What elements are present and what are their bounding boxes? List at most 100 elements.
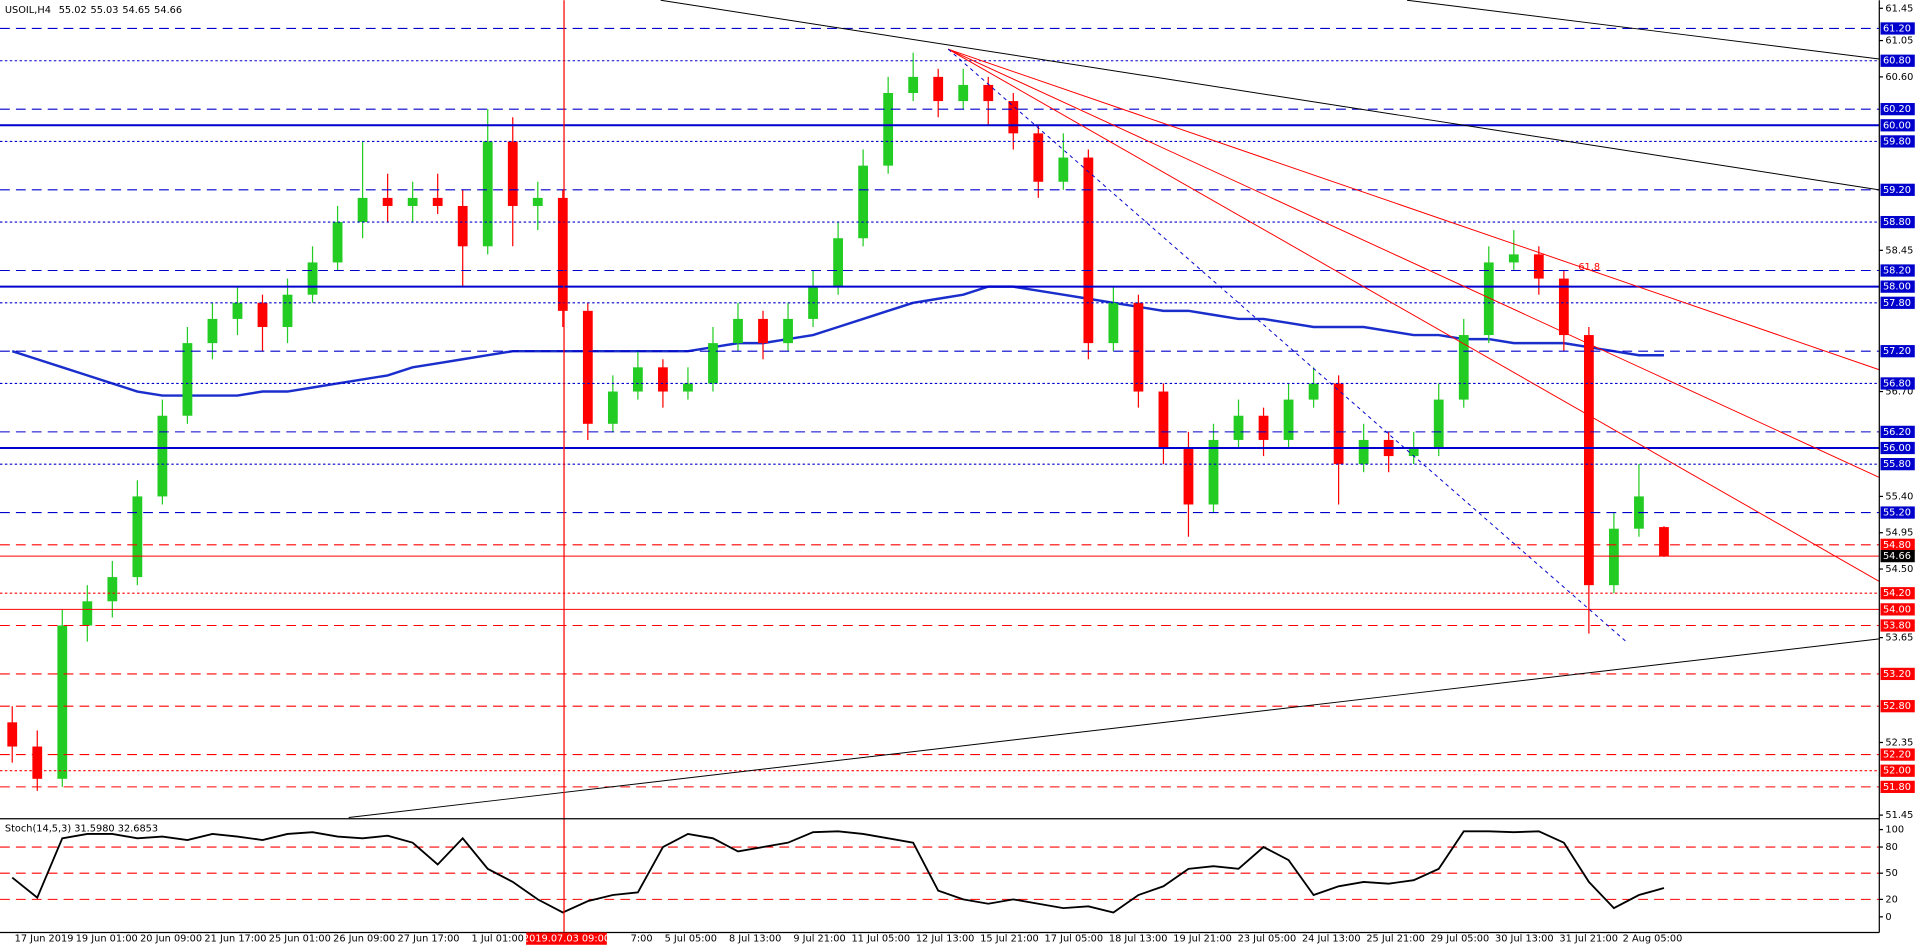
- crosshair-box: [526, 932, 607, 945]
- level-box: [1880, 345, 1915, 358]
- moving-average: [11, 285, 1664, 397]
- candle-body: [1308, 383, 1319, 400]
- candle-body: [182, 343, 193, 416]
- candle-body: [1108, 302, 1119, 344]
- x-tick-label: 19 Jun 01:00: [76, 934, 138, 945]
- y-tick-label: 61.05: [1885, 36, 1913, 47]
- candle-body: [1508, 254, 1519, 263]
- candle-body: [1609, 528, 1619, 586]
- x-tick-label: 18 Jul 13:00: [1109, 934, 1168, 945]
- candle-body: [382, 197, 393, 206]
- fan-line: [948, 48, 1880, 371]
- candle-body: [683, 383, 693, 392]
- candle-body: [883, 93, 894, 166]
- candle-body: [607, 391, 618, 424]
- crosshair-label: 2019.07.03 09:00: [523, 934, 610, 945]
- candle-body: [1033, 133, 1044, 182]
- candle-body: [7, 722, 18, 747]
- candle-body: [1208, 439, 1219, 505]
- last-price-box: [1880, 550, 1915, 563]
- x-tick-label: 17 Jul 05:00: [1045, 934, 1104, 945]
- candle-body: [82, 601, 93, 626]
- level-box: [1880, 538, 1915, 551]
- candle-body: [1533, 254, 1544, 279]
- x-tick-label: 15 Jul 21:00: [980, 934, 1039, 945]
- level-box: [1880, 506, 1915, 519]
- candle-body: [457, 205, 468, 247]
- level-label: 52.00: [1883, 766, 1911, 777]
- level-box: [1880, 135, 1915, 148]
- level-label: 54.20: [1883, 588, 1911, 599]
- x-tick-label: 24 Jul 13:00: [1302, 934, 1361, 945]
- x-tick-label: 21 Jun 17:00: [204, 934, 266, 945]
- candle-body: [1008, 101, 1019, 134]
- level-box: [1880, 264, 1915, 277]
- candle-body: [482, 141, 493, 247]
- candle-body: [933, 76, 944, 102]
- x-tick-label: 25 Jul 21:00: [1366, 934, 1425, 945]
- x-tick-label: 26 Jun 09:00: [333, 934, 395, 945]
- x-tick-label: 23 Jul 05:00: [1238, 934, 1297, 945]
- header-open: 55.02: [59, 5, 87, 16]
- candle-body: [1483, 262, 1494, 336]
- level-label: 53.20: [1883, 669, 1911, 680]
- level-label: 60.80: [1883, 56, 1911, 67]
- level-label: 58.80: [1883, 217, 1911, 228]
- y-tick-label: 58.45: [1885, 245, 1913, 256]
- level-label: 56.20: [1883, 427, 1911, 438]
- x-tick-label: 19 Jul 21:00: [1173, 934, 1232, 945]
- y-tick-label: 51.45: [1885, 810, 1913, 821]
- plot-layer: 61.45 61.05 60.60 58.45 56.70 55.40 54.95 54.50…: [0, 3, 1915, 945]
- y-tick-label: 60.60: [1885, 72, 1913, 83]
- candle-body: [758, 318, 768, 344]
- y-tick-label: 53.65: [1885, 633, 1913, 644]
- x-tick-label: 29 Jul 05:00: [1431, 934, 1490, 945]
- candle-body: [207, 318, 218, 344]
- level-label: 51.80: [1883, 782, 1911, 793]
- candle-body: [157, 415, 168, 497]
- candle-body: [1233, 415, 1244, 440]
- x-tick-label: 9 Jul 21:00: [793, 934, 845, 945]
- candle-body: [632, 367, 643, 392]
- level-label: 55.20: [1883, 508, 1911, 519]
- y-tick-label: 80: [1885, 842, 1897, 853]
- x-tick-label: 7:00: [631, 934, 653, 945]
- level-label: 58.00: [1883, 282, 1911, 293]
- candle-body: [57, 625, 68, 779]
- x-tick-label: 20 Jun 09:00: [140, 934, 202, 945]
- candle-body: [1133, 302, 1144, 392]
- level-label: 56.00: [1883, 443, 1911, 454]
- level-box: [1880, 425, 1915, 438]
- level-box: [1880, 667, 1915, 681]
- candle-body: [658, 367, 668, 392]
- candle-body: [282, 294, 293, 327]
- fan-line: [947, 48, 1880, 582]
- candle-body: [708, 343, 718, 384]
- candle-body: [307, 262, 318, 295]
- level-box: [1880, 764, 1915, 777]
- header-high: 55.03: [91, 5, 119, 16]
- candle-body: [257, 302, 268, 327]
- candle-body: [557, 197, 568, 311]
- level-label: 56.80: [1883, 378, 1911, 389]
- candle-body: [232, 302, 243, 319]
- candle-body: [1283, 399, 1294, 440]
- x-tick-label: 27 Jun 17:00: [397, 934, 459, 945]
- level-label: 58.20: [1883, 266, 1911, 277]
- level-box: [1880, 377, 1915, 390]
- trend-line: [348, 638, 1880, 819]
- y-tick-label: 0: [1885, 912, 1891, 923]
- level-box: [1880, 119, 1915, 132]
- level-box: [1880, 103, 1915, 116]
- candle-body: [1058, 157, 1069, 182]
- stoch-title: Stoch(14,5,3) 31.5980 32.6853: [5, 824, 158, 835]
- y-tick-label: 52.35: [1885, 737, 1913, 748]
- candle-body: [1358, 439, 1369, 465]
- level-label: 55.80: [1883, 459, 1911, 470]
- header-low: 54.65: [122, 5, 150, 16]
- last-price-label: 54.66: [1883, 551, 1911, 562]
- candle-body: [1458, 335, 1469, 400]
- candle-body: [1158, 391, 1169, 449]
- x-tick-label: 30 Jul 13:00: [1495, 934, 1554, 945]
